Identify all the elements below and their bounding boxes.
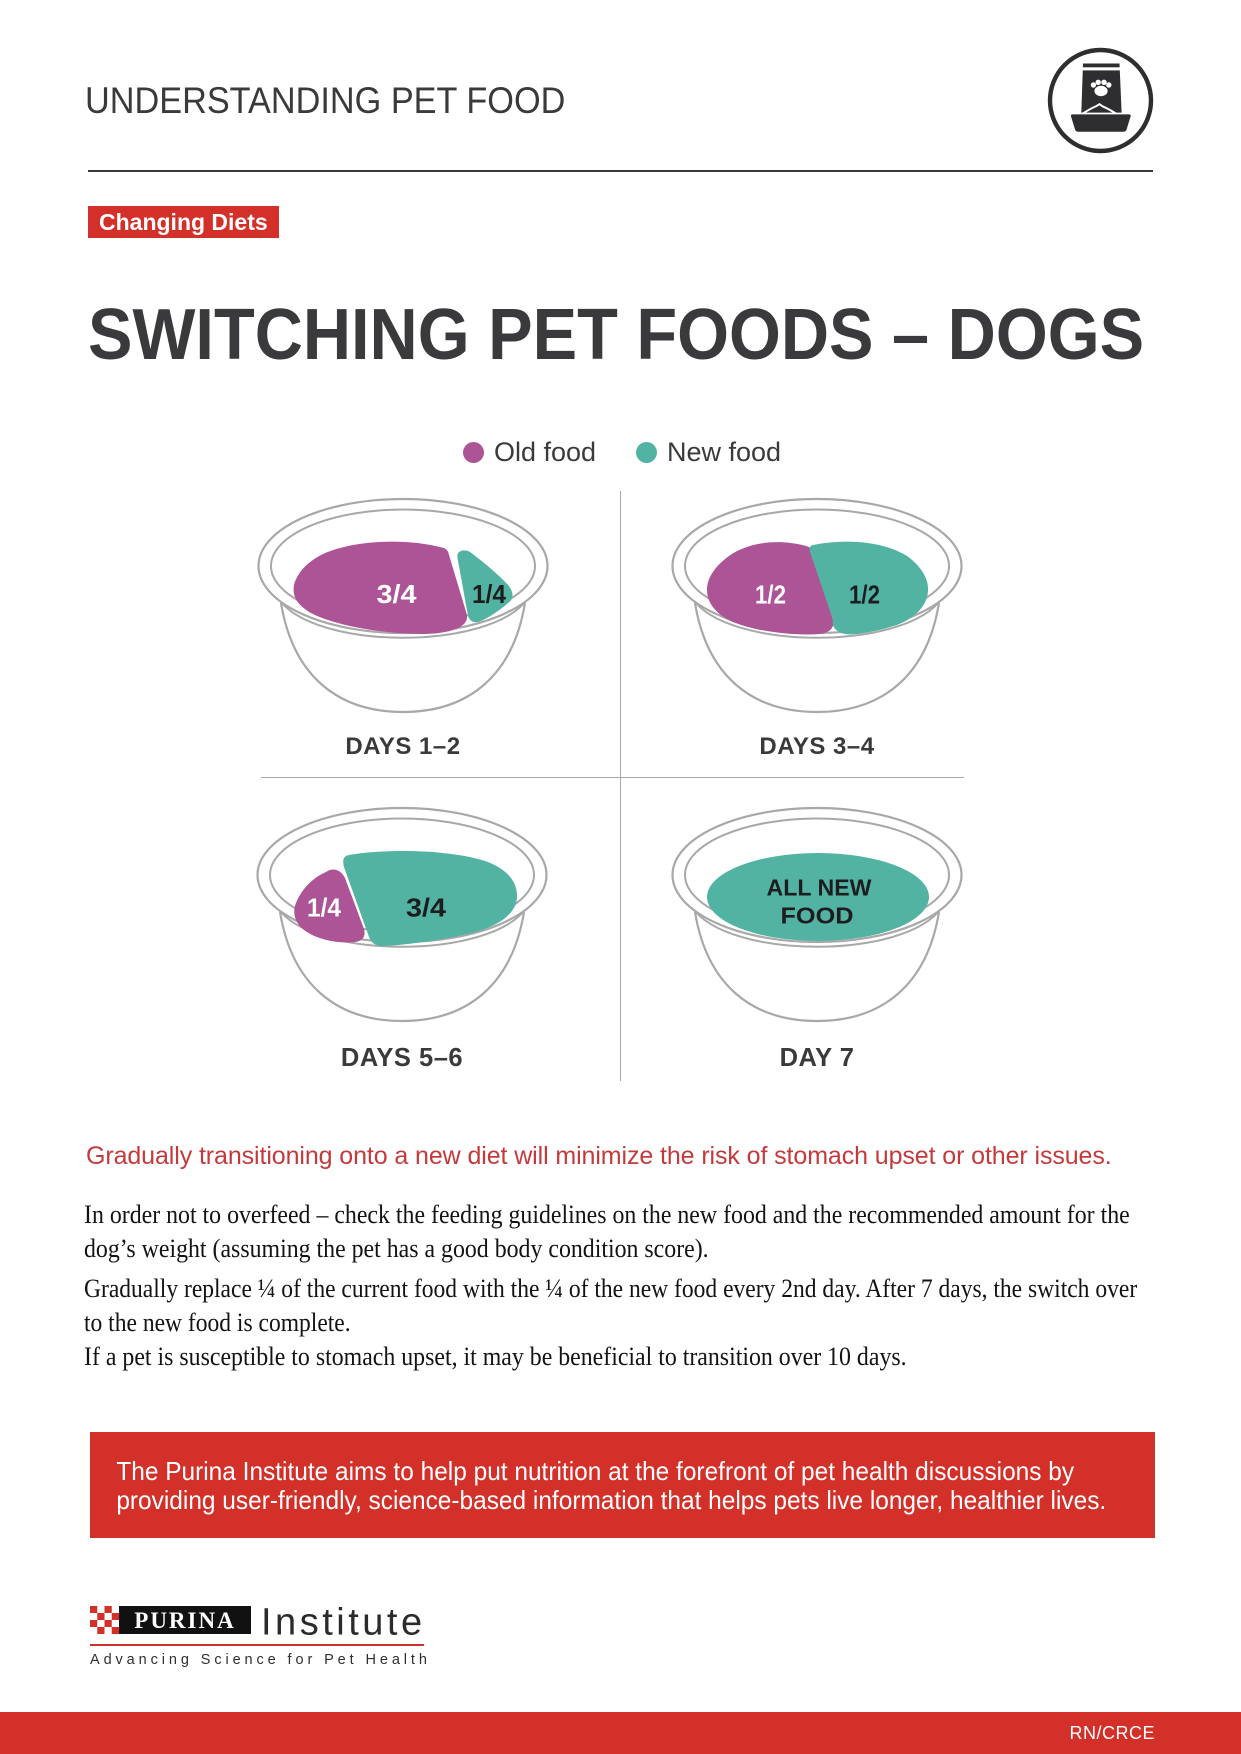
svg-text:PURINA: PURINA [134, 1608, 235, 1633]
svg-text:1/4: 1/4 [472, 579, 506, 609]
svg-text:FOOD: FOOD [781, 903, 854, 929]
svg-text:Advancing Science for Pet Heal: Advancing Science for Pet Health [90, 1652, 431, 1668]
svg-text:Institute: Institute [261, 1606, 426, 1644]
svg-text:3/4: 3/4 [377, 579, 418, 609]
svg-text:3/4: 3/4 [406, 893, 447, 923]
svg-text:1/2: 1/2 [755, 580, 786, 610]
svg-text:1/4: 1/4 [307, 893, 341, 923]
svg-text:1/2: 1/2 [849, 580, 880, 610]
svg-text:ALL NEW: ALL NEW [767, 875, 873, 901]
